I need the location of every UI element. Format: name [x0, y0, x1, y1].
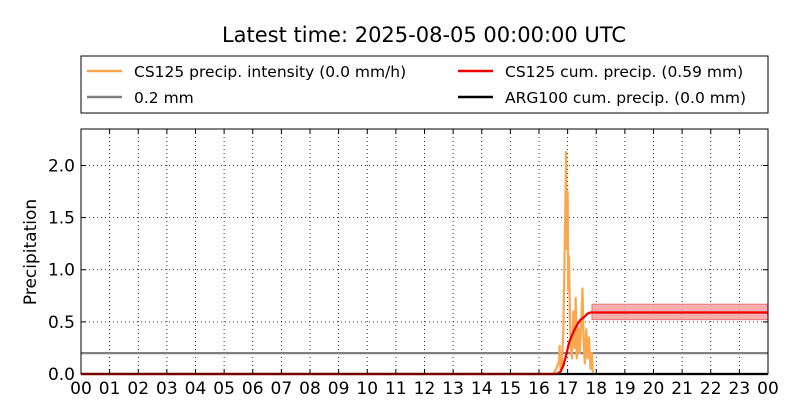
chart-title: Latest time: 2025-08-05 00:00:00 UTC: [222, 23, 626, 47]
x-tick-label: 06: [242, 379, 264, 399]
legend: CS125 precip. intensity (0.0 mm/h) 0.2 m…: [80, 55, 769, 114]
x-tick-label: 02: [127, 379, 149, 399]
x-tick-label: 09: [328, 379, 350, 399]
x-tick-label: 00: [70, 379, 92, 399]
x-tick-label: 07: [271, 379, 293, 399]
x-tick-label: 14: [471, 379, 493, 399]
legend-label-arg100-cum: ARG100 cum. precip. (0.0 mm): [505, 89, 746, 107]
x-tick-label: 22: [700, 379, 722, 399]
x-tick-label: 13: [442, 379, 464, 399]
legend-label-intensity: CS125 precip. intensity (0.0 mm/h): [134, 63, 406, 81]
series-intensity: [81, 150, 768, 376]
x-tick-label: 20: [643, 379, 665, 399]
x-tick-label: 11: [385, 379, 407, 399]
y-tick-label: 2.0: [48, 156, 75, 176]
legend-label-cs125-cum: CS125 cum. precip. (0.59 mm): [505, 63, 743, 81]
y-tick-label: 1.0: [48, 261, 75, 281]
x-tick-label: 05: [213, 379, 235, 399]
x-tick-label: 17: [557, 379, 579, 399]
grid: [81, 129, 768, 374]
x-tick-label: 10: [356, 379, 378, 399]
x-tick-label: 04: [185, 379, 207, 399]
y-axis: 0.0 0.5 1.0 1.5 2.0: [48, 156, 768, 385]
legend-label-threshold: 0.2 mm: [134, 89, 194, 107]
x-tick-label: 21: [671, 379, 693, 399]
x-tick-label: 19: [614, 379, 636, 399]
x-tick-label: 12: [414, 379, 436, 399]
x-tick-label: 08: [299, 379, 321, 399]
x-tick-label: 00: [757, 379, 779, 399]
x-tick-label: 16: [528, 379, 550, 399]
series-cs125-cum: [81, 311, 768, 376]
x-tick-label: 03: [156, 379, 178, 399]
y-axis-label: Precipitation: [21, 199, 41, 305]
y-tick-label: 1.5: [48, 209, 75, 229]
x-axis: 00 01 02 03 04 05 06 07 08 09 10 11 12 13 14 15 16 17 18 19…: [70, 129, 779, 399]
x-tick-label: 18: [585, 379, 607, 399]
y-tick-label: 0.5: [48, 313, 75, 333]
y-tick-label: 0.0: [48, 365, 75, 385]
legend-box: [80, 55, 769, 114]
x-tick-label: 23: [729, 379, 751, 399]
x-tick-label: 01: [99, 379, 121, 399]
x-tick-label: 15: [500, 379, 522, 399]
